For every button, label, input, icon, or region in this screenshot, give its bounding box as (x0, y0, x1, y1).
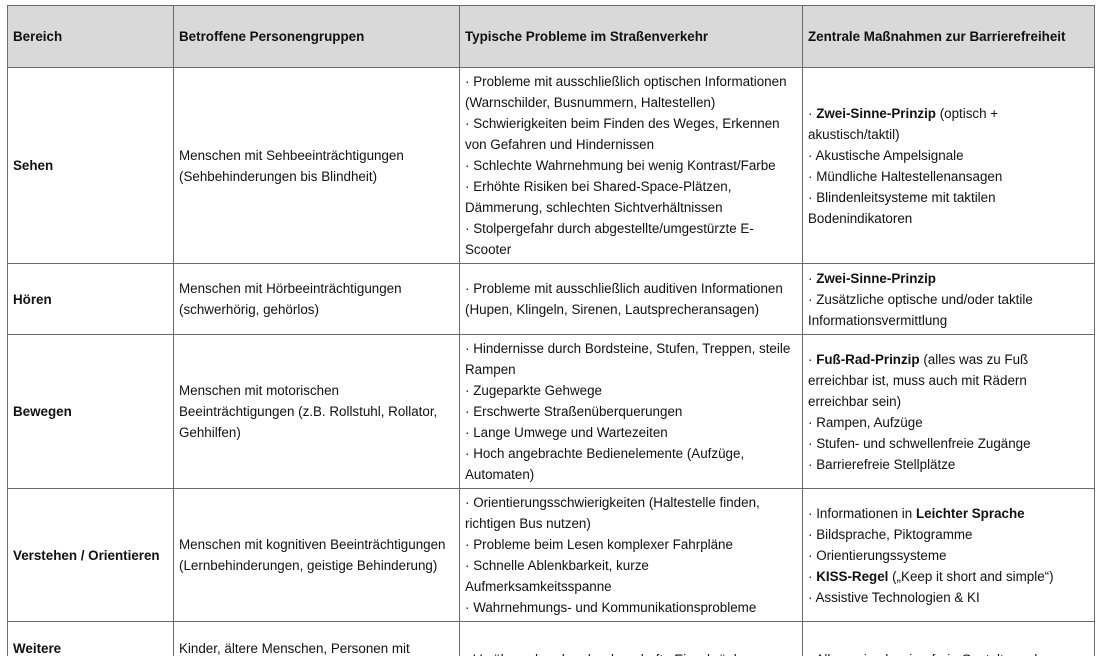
cell-bereich: Bewegen (7, 334, 174, 489)
bereich-label: Verstehen / Orientieren (13, 547, 160, 563)
barrierefreiheit-table: Bereich Betroffene Personengruppen Typis… (7, 5, 1095, 656)
massnahme-item: · Blindenleitsysteme mit taktilen Bodeni… (808, 189, 996, 226)
cell-massnahmen: · Zwei-Sinne-Prinzip · Zusätzliche optisc… (802, 263, 1095, 335)
cell-probleme: · Probleme mit ausschließlich optischen … (459, 67, 803, 264)
problem-item: · Vorübergehende oder dauerhafte Einschr… (465, 649, 797, 656)
table-body: Sehen Menschen mit Sehbeeinträchtigungen … (7, 67, 1095, 656)
column-header-bereich: Bereich (7, 5, 174, 68)
table-row: Hören Menschen mit Hörbeeinträchtigungen … (7, 263, 1095, 335)
cell-bereich: Hören (7, 263, 174, 335)
cell-bereich: Verstehen / Orientieren (7, 488, 174, 622)
problem-item: · Stolpergefahr durch abgestellte/umgest… (465, 221, 754, 257)
personengruppen-text: Menschen mit motorischen Beeinträchtigun… (179, 383, 438, 440)
massnahme-item: · Akustische Ampelsignale (808, 147, 964, 163)
problem-item: · Probleme beim Lesen komplexer Fahrplän… (465, 537, 733, 552)
cell-personengruppen: Kinder, ältere Menschen, Personen mit Ge… (173, 621, 460, 656)
massnahme-item: · Stufen- und schwellenfreie Zugänge (808, 435, 1031, 451)
problem-item: · Schlechte Wahrnehmung bei wenig Kontra… (465, 158, 776, 173)
problem-item: · Schwierigkeiten beim Finden des Weges,… (465, 116, 780, 152)
table-row: Sehen Menschen mit Sehbeeinträchtigungen … (7, 67, 1095, 264)
problem-item: · Lange Umwege und Wartezeiten (465, 425, 668, 440)
bereich-label: Sehen (13, 158, 54, 173)
massnahme-item: · Assistive Technologien & KI (808, 589, 980, 605)
cell-massnahmen: · Zwei-Sinne-Prinzip (optisch + akustisc… (802, 67, 1095, 264)
bereich-label: Weitere mobilitätseingeschränkte Gruppen (13, 641, 62, 656)
massnahme-item: · Zwei-Sinne-Prinzip (optisch + akustisc… (808, 105, 999, 142)
personengruppen-text: Kinder, ältere Menschen, Personen mit Ge… (179, 641, 410, 656)
cell-probleme: · Hindernisse durch Bordsteine, Stufen, … (459, 334, 803, 489)
cell-massnahmen: · Allgemeine barrierefreie Gestaltung de… (802, 621, 1095, 656)
massnahme-item: · Orientierungssysteme (808, 547, 947, 563)
massnahme-item: · Allgemeine barrierefreie Gestaltung de… (808, 649, 1089, 656)
cell-personengruppen: Menschen mit kognitiven Beeinträchtigung… (173, 488, 460, 622)
bereich-label: Bewegen (13, 404, 72, 419)
cell-bereich: Sehen (7, 67, 174, 264)
massnahme-item: · Informationen in Leichter Sprache (808, 505, 1025, 521)
problem-item: · Erhöhte Risiken bei Shared-Space-Plätz… (465, 179, 732, 215)
cell-personengruppen: Menschen mit Hörbeeinträchtigungen (schw… (173, 263, 460, 335)
massnahme-item: · Fuß-Rad-Prinzip (alles was zu Fuß erre… (808, 351, 1029, 409)
problem-item: · Erschwerte Straßenüberquerungen (465, 404, 683, 419)
problem-item: · Zugeparkte Gehwege (465, 383, 602, 398)
bereich-label: Hören (13, 291, 52, 307)
massnahme-item: · Zusätzliche optische und/oder taktile … (808, 291, 1033, 328)
cell-massnahmen: · Fuß-Rad-Prinzip (alles was zu Fuß erre… (802, 334, 1095, 489)
header-row: Bereich Betroffene Personengruppen Typis… (7, 5, 1095, 68)
massnahme-item: · KISS-Regel („Keep it short and simple“… (808, 568, 1054, 584)
table-header: Bereich Betroffene Personengruppen Typis… (7, 5, 1095, 68)
problem-item: · Probleme mit ausschließlich auditiven … (465, 281, 783, 317)
cell-probleme: · Orientierungsschwierigkeiten (Halteste… (459, 488, 803, 622)
table-row: Weitere mobilitätseingeschränkte Gruppen… (7, 621, 1095, 656)
table-row: Verstehen / Orientieren Menschen mit kogn… (7, 488, 1095, 622)
cell-probleme: · Probleme mit ausschließlich auditiven … (459, 263, 803, 335)
cell-personengruppen: Menschen mit motorischen Beeinträchtigun… (173, 334, 460, 489)
personengruppen-text: Menschen mit kognitiven Beeinträchtigung… (179, 537, 446, 573)
massnahme-item: · Barrierefreie Stellplätze (808, 456, 956, 472)
column-header-massnahmen: Zentrale Maßnahmen zur Barrierefreiheit (802, 5, 1095, 68)
cell-bereich: Weitere mobilitätseingeschränkte Gruppen (7, 621, 174, 656)
problem-item: · Wahrnehmungs- und Kommunikationsproble… (465, 600, 757, 615)
personengruppen-text: Menschen mit Hörbeeinträchtigungen (schw… (179, 281, 402, 317)
problem-item: · Orientierungsschwierigkeiten (Halteste… (465, 495, 760, 531)
massnahme-item: · Rampen, Aufzüge (808, 414, 923, 430)
column-header-probleme: Typische Probleme im Straßenverkehr (459, 5, 803, 68)
massnahme-item: · Zwei-Sinne-Prinzip (808, 270, 936, 286)
column-header-personengruppen: Betroffene Personengruppen (173, 5, 460, 68)
problem-item: · Hoch angebrachte Bedienelemente (Aufzü… (465, 446, 745, 482)
massnahme-item: · Bildsprache, Piktogramme (808, 526, 973, 542)
personengruppen-text: Menschen mit Sehbeeinträchtigungen (Sehb… (179, 147, 404, 184)
problem-item: · Hindernisse durch Bordsteine, Stufen, … (465, 341, 791, 377)
problem-item: · Probleme mit ausschließlich optischen … (465, 74, 787, 110)
cell-probleme: · Vorübergehende oder dauerhafte Einschr… (459, 621, 803, 656)
table-row: Bewegen Menschen mit motorischen Beeinträ… (7, 334, 1095, 489)
massnahme-item: · Mündliche Haltestellenansagen (808, 168, 1003, 184)
problem-item: · Schnelle Ablenkbarkeit, kurze Aufmerks… (465, 558, 649, 594)
cell-massnahmen: · Informationen in Leichter Sprache · Bil… (802, 488, 1095, 622)
cell-personengruppen: Menschen mit Sehbeeinträchtigungen (Sehb… (173, 67, 460, 264)
